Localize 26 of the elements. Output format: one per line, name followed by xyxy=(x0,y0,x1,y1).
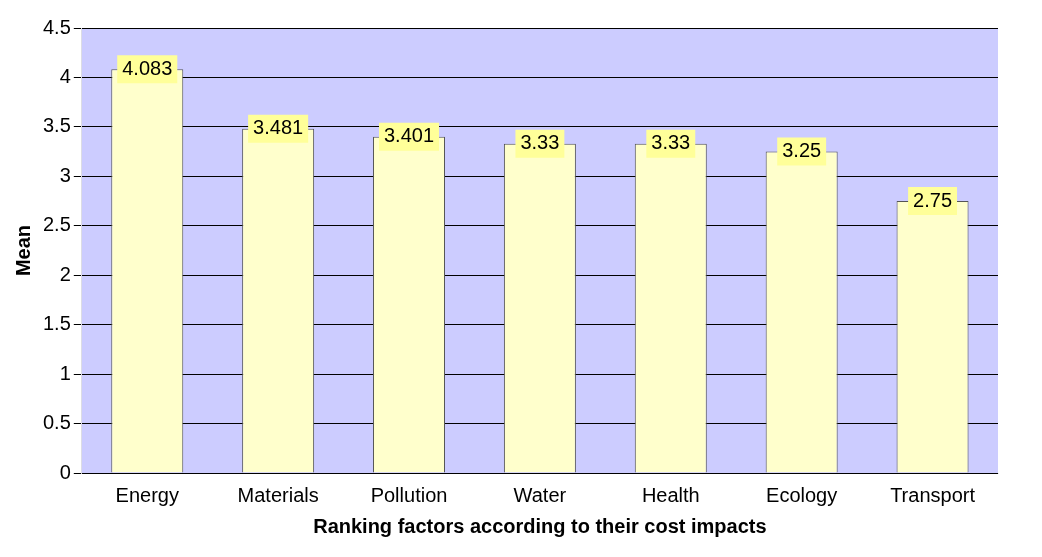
y-tick-label: 1.5 xyxy=(42,312,71,335)
y-tick-label: 0 xyxy=(59,460,71,483)
y-tick-label: 2 xyxy=(59,262,71,285)
y-tick-label: 2.5 xyxy=(42,213,71,236)
data-label: 3.401 xyxy=(383,124,435,147)
x-tick-label: Energy xyxy=(115,483,179,506)
y-tick-label: 3.5 xyxy=(42,114,71,137)
y-tick-label: 3 xyxy=(59,163,71,186)
data-label: 3.25 xyxy=(782,139,822,162)
data-label: 4.083 xyxy=(122,56,173,79)
y-tick-label: 1 xyxy=(59,361,71,384)
x-tick-label: Materials xyxy=(237,483,319,506)
y-tick-label: 4 xyxy=(59,64,71,87)
x-tick-label: Health xyxy=(641,483,700,506)
data-label: 2.75 xyxy=(913,188,953,211)
data-label: 3.33 xyxy=(520,131,560,154)
y-axis-title: Mean xyxy=(11,224,34,277)
x-axis-title: Ranking factors according to their cost impacts xyxy=(313,514,767,537)
y-tick-label: 0.5 xyxy=(42,411,71,434)
y-tick-label: 4.5 xyxy=(42,15,71,38)
x-tick-label: Pollution xyxy=(370,483,448,506)
x-tick-label: Ecology xyxy=(766,483,838,506)
x-tick-label: Transport xyxy=(890,483,976,506)
data-label: 3.33 xyxy=(651,131,691,154)
data-label: 3.481 xyxy=(253,116,304,139)
x-tick-label: Water xyxy=(513,483,567,506)
